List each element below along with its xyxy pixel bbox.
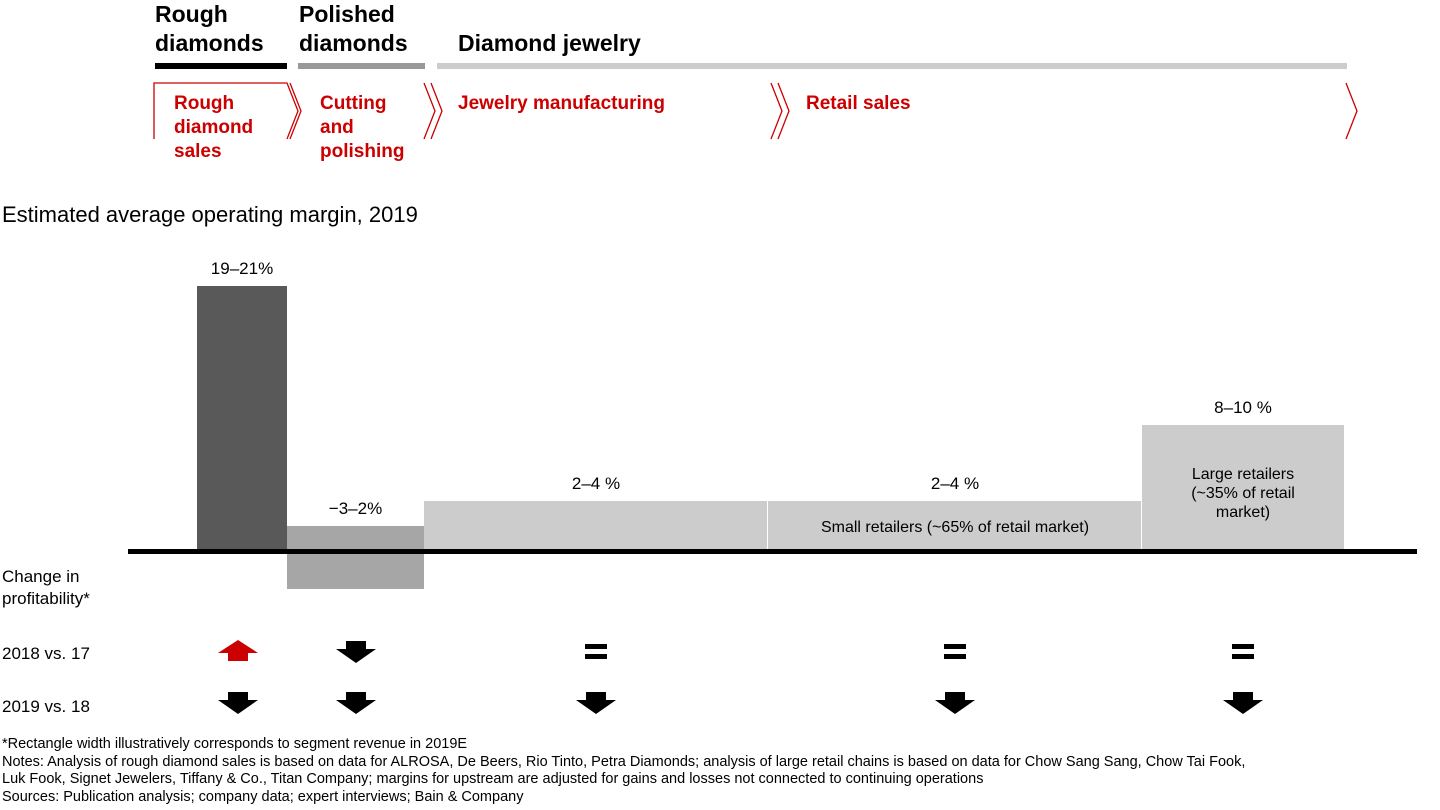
chevron-step-4-right — [1345, 82, 1358, 140]
footnote-sources: Sources: Publication analysis; company d… — [2, 788, 524, 805]
chart-title: Estimated average operating margin, 2019 — [2, 202, 418, 227]
row-label-2019: 2019 vs. 18 — [2, 697, 90, 716]
arrow-down-icon — [1223, 692, 1263, 714]
step-label-jewelry-manufacturing: Jewelry manufacturing — [458, 93, 665, 114]
step-label-retail-sales: Retail sales — [806, 93, 911, 114]
footnotes: *Rectangle width illustratively correspo… — [2, 736, 1438, 806]
arrow-down-icon — [935, 692, 975, 714]
value-label-1: 19–21% — [210, 259, 274, 279]
row-label-2018: 2018 vs. 17 — [2, 644, 90, 663]
bar-5 — [1142, 425, 1344, 551]
footnote-notes: Notes: Analysis of rough diamond sales i… — [2, 753, 1246, 770]
stage-bar — [155, 63, 287, 69]
stage-title: Diamond jewelry — [458, 30, 641, 56]
chevron-step-3-left — [430, 82, 443, 140]
stage-title: Polished diamonds — [299, 1, 408, 56]
value-label-4: 2–4 % — [930, 473, 980, 493]
baseline-axis — [128, 549, 1417, 554]
bar-4 — [768, 500, 1141, 551]
arrow-down-icon — [576, 692, 616, 714]
inbar-label-5: Large retailers (~35% of retail market) — [1191, 466, 1295, 521]
chevron-step-2-right — [423, 82, 436, 140]
inbar-label-4: Small retailers (~65% of retail market) — [820, 519, 1090, 536]
stage-title: Rough diamonds — [155, 1, 264, 56]
equal-icon — [585, 644, 607, 659]
chevron-step-4-left — [777, 82, 790, 140]
step-label-rough-sales: Rough diamond sales — [174, 93, 254, 162]
value-chain-chevrons — [153, 82, 1358, 140]
step-label-cutting: Cutting and polishing — [320, 93, 405, 162]
stage-bar — [298, 63, 425, 69]
arrow-down-icon — [335, 641, 376, 663]
profitability-header: Change in profitability* — [2, 567, 90, 608]
footnote-notes-cont: Luk Fook, Signet Jewelers, Tiffany & Co.… — [2, 771, 984, 787]
bar-2 — [287, 525, 424, 589]
bar-3 — [424, 500, 767, 551]
bar-1 — [197, 286, 287, 551]
value-label-5: 8–10 % — [1214, 398, 1272, 417]
equal-icon — [1232, 644, 1254, 659]
chevron-step-3-right — [770, 82, 783, 140]
chevron-step-2-left — [289, 82, 302, 140]
arrow-down-icon — [218, 692, 258, 714]
chevron-step-1 — [153, 82, 299, 140]
stage-bar — [437, 63, 1347, 69]
value-label-2: −3–2% — [328, 498, 383, 518]
equal-icon — [944, 644, 966, 659]
arrow-up-icon — [218, 640, 258, 661]
arrow-down-icon — [335, 692, 376, 714]
value-label-3: 2–4 % — [571, 473, 621, 493]
footnote-rect-width: *Rectangle width illustratively correspo… — [2, 736, 468, 752]
